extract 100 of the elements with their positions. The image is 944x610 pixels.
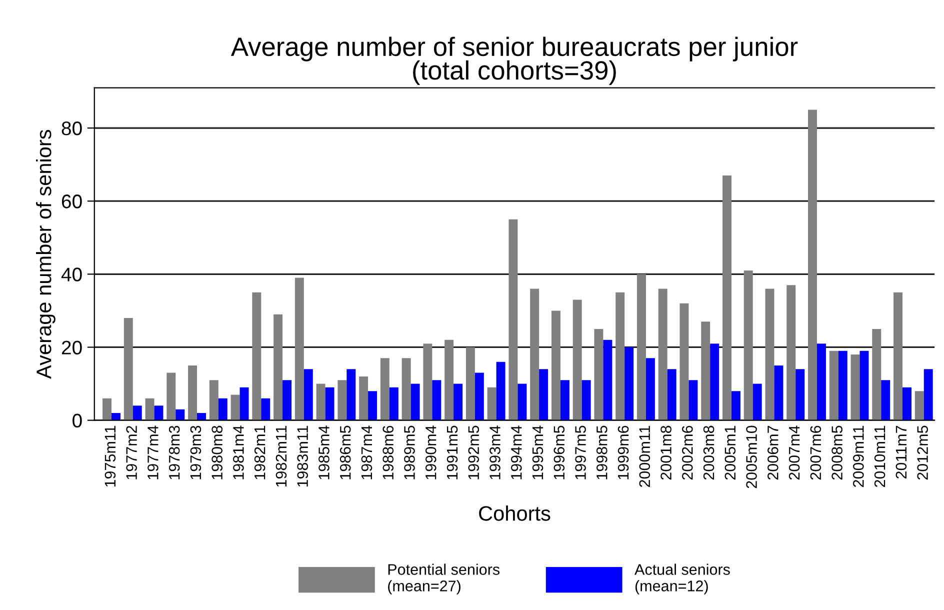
- bar: [881, 380, 890, 420]
- bar: [808, 110, 817, 420]
- legend-label: Actual seniors (mean=12): [634, 564, 730, 594]
- x-tick-label: 2007m4: [788, 426, 800, 480]
- x-tick-label: 1990m4: [425, 426, 436, 480]
- x-tick-label: 2005m1: [724, 426, 736, 480]
- bar: [594, 328, 604, 420]
- x-tick-label: 1980m8: [212, 426, 222, 480]
- bar: [872, 328, 882, 420]
- x-tick-label: 1981m4: [233, 426, 244, 480]
- x-tick-label: 2009m11: [853, 426, 864, 487]
- bar: [914, 391, 924, 420]
- bar: [624, 347, 634, 420]
- x-tick-label: 1988m6: [382, 426, 394, 480]
- x-tick-label: 1977m4: [148, 426, 158, 480]
- x-tick-label: 1979m3: [190, 426, 202, 480]
- x-tick-label: 2010m11: [874, 426, 886, 487]
- bar: [924, 369, 933, 420]
- x-tick-label: 2001m8: [660, 426, 672, 480]
- bar: [380, 358, 390, 420]
- y-tick-label: 60: [62, 194, 82, 208]
- bar: [902, 387, 912, 420]
- x-tick-label: 1975m11: [104, 426, 116, 487]
- bar: [551, 310, 560, 420]
- x-tick-label: 2006m7: [768, 426, 778, 480]
- bar: [816, 344, 826, 420]
- bar: [166, 372, 176, 420]
- bar: [261, 398, 270, 420]
- bar: [124, 318, 133, 420]
- y-tick-label: 20: [62, 340, 82, 354]
- x-tick-label: 2002m6: [682, 426, 693, 480]
- x-tick-label: 1985m4: [318, 426, 330, 480]
- bar: [838, 350, 848, 420]
- bar: [765, 288, 774, 420]
- bar: [539, 369, 548, 420]
- bar: [282, 380, 292, 420]
- bar: [338, 380, 347, 420]
- bar: [829, 350, 838, 420]
- bar: [582, 380, 591, 420]
- bar: [508, 219, 518, 420]
- x-axis-title: Cohorts: [479, 506, 550, 521]
- x-tick-label: 1982m1: [254, 426, 266, 480]
- bar: [325, 387, 334, 420]
- bar: [359, 376, 368, 420]
- x-tick-label: 2008m5: [832, 426, 842, 480]
- x-tick-label: 1999m6: [618, 426, 629, 480]
- bar: [410, 384, 420, 420]
- bar: [518, 384, 527, 420]
- bar: [731, 391, 740, 420]
- x-tick-label: 2007m6: [810, 426, 822, 480]
- x-tick-label: 1997m5: [575, 426, 586, 480]
- bar: [230, 394, 240, 420]
- x-tick-label: 1982m11: [276, 426, 287, 487]
- bar: [860, 350, 869, 420]
- bar: [530, 288, 540, 420]
- bar: [454, 384, 463, 420]
- bar: [850, 354, 860, 420]
- bar: [646, 358, 655, 420]
- bar: [389, 387, 398, 420]
- y-tick-label: 0: [72, 414, 82, 428]
- bar: [432, 380, 442, 420]
- x-tick-label: 1983m11: [297, 426, 308, 487]
- bar: [722, 176, 732, 420]
- x-tick-label: 1987m4: [361, 426, 372, 480]
- x-tick-label: 1989m5: [404, 426, 415, 480]
- legend-label: Potential seniors (mean=27): [388, 564, 500, 594]
- bar: [496, 362, 506, 420]
- bar: [368, 391, 378, 420]
- bar: [218, 398, 228, 420]
- bar: [252, 292, 262, 420]
- bar: [658, 288, 668, 420]
- x-tick-label: 1995m4: [532, 426, 544, 480]
- y-axis-title: Average number of seniors: [36, 130, 56, 379]
- x-tick-label: 2000m11: [639, 426, 650, 487]
- x-tick-label: 1991m5: [446, 426, 458, 480]
- bar: [176, 409, 185, 420]
- bar: [487, 387, 496, 420]
- bar: [294, 278, 304, 420]
- bar: [444, 340, 454, 420]
- x-tick-label: 1996m5: [554, 426, 565, 480]
- bar: [710, 344, 720, 420]
- bar: [774, 365, 784, 420]
- bar: [402, 358, 411, 420]
- bar: [636, 274, 646, 420]
- x-tick-label: 2011m7: [896, 426, 907, 478]
- y-tick-label: 80: [62, 121, 82, 136]
- bar: [346, 369, 356, 420]
- bar: [188, 365, 198, 420]
- bar: [466, 347, 475, 420]
- bar: [274, 314, 283, 420]
- bar: [132, 406, 142, 420]
- bar: [474, 372, 484, 420]
- bar: [102, 398, 112, 420]
- bar: [744, 270, 753, 420]
- x-tick-label: 1993m4: [490, 426, 500, 480]
- bar: [701, 322, 710, 420]
- x-tick-label: 2003m8: [703, 426, 714, 480]
- y-tick-label: 40: [61, 268, 82, 282]
- bar: [667, 369, 676, 420]
- bar: [796, 369, 805, 420]
